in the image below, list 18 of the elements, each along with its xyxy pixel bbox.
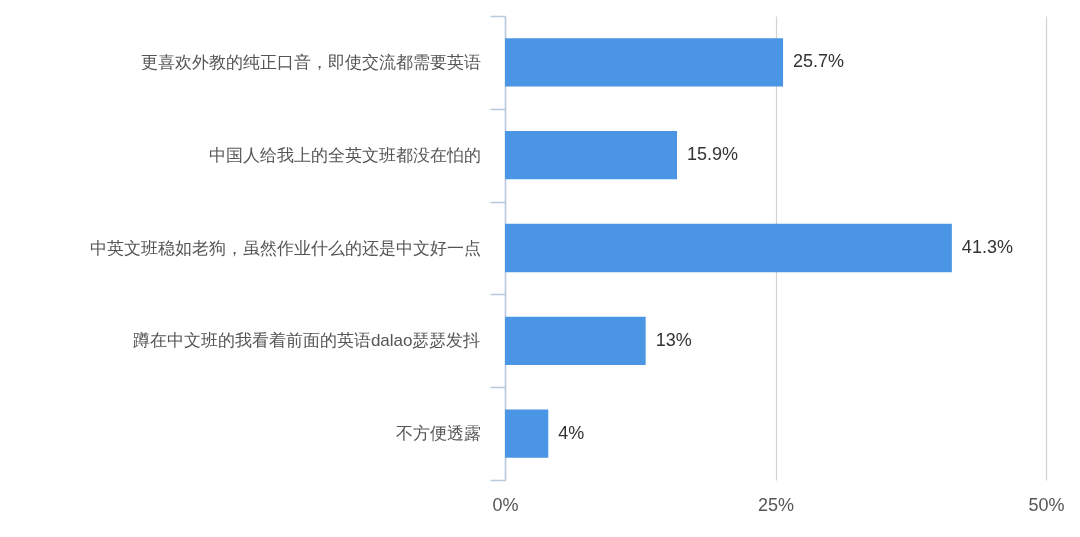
bar <box>505 38 784 87</box>
y-tick-label: 更喜欢外教的纯正口音，即使交流都需要英语 <box>140 52 481 72</box>
data-label: 4% <box>558 422 585 443</box>
data-label: 13% <box>655 329 692 350</box>
data-label: 41.3% <box>961 237 1013 257</box>
y-tick-label: 不方便透露 <box>395 424 481 444</box>
y-tick-label: 蹲在中文班的我看着前面的英语dalao瑟瑟发抖 <box>132 331 481 351</box>
data-label: 25.7% <box>793 51 845 72</box>
x-tick-label: 50% <box>1028 494 1065 515</box>
data-label: 15.9% <box>687 144 739 165</box>
x-tick-label: 25% <box>757 494 795 515</box>
bar <box>505 409 549 458</box>
x-tick-label: 0% <box>492 494 519 515</box>
bar <box>505 223 952 273</box>
y-tick-label: 中英文班稳如老狗，虽然作业什么的还是中文好一点 <box>89 238 481 258</box>
bar <box>505 316 646 365</box>
bar <box>505 131 678 180</box>
y-tick-label: 中国人给我上的全英文班都没在怕的 <box>208 145 481 165</box>
